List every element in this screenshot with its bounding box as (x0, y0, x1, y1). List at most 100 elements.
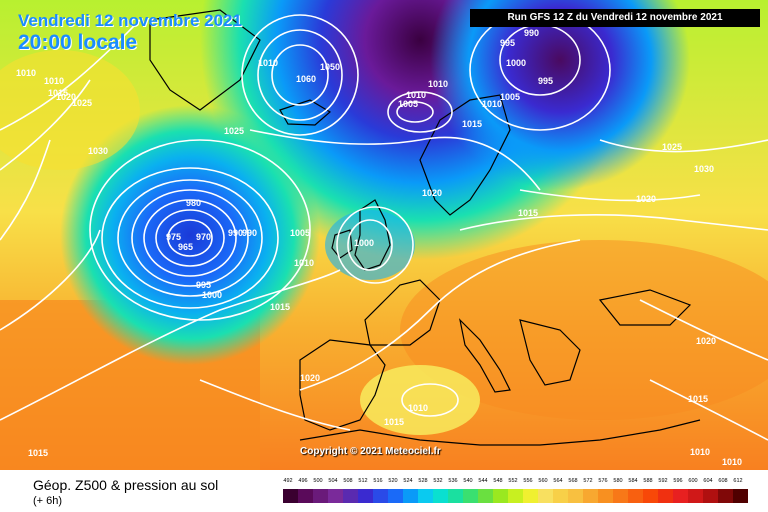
scale-swatch (448, 489, 463, 503)
scale-tick-label: 496 (298, 478, 308, 484)
scale-tick-label: 572 (583, 478, 593, 484)
legend-title: Géop. Z500 & pression au sol (33, 477, 219, 493)
isobar-value-label: 1010 (722, 457, 742, 467)
coastline-france (364, 279, 441, 346)
isobar-value-label: 1005 (500, 92, 520, 102)
isobar-value-label: 970 (196, 232, 211, 242)
scale-tick-label: 612 (733, 478, 743, 484)
coastline-italy (459, 318, 511, 393)
isobar-value-label: 1005 (398, 99, 418, 109)
scale-tick-label: 512 (358, 478, 368, 484)
coastline-ireland (331, 229, 353, 259)
scale-swatch (613, 489, 628, 503)
scale-tick-label: 528 (418, 478, 428, 484)
scale-swatch (583, 489, 598, 503)
scale-swatch (538, 489, 553, 503)
scale-tick-label: 544 (478, 478, 488, 484)
coastline-iceland (279, 99, 332, 126)
isobar-value-label: 1010 (408, 403, 428, 413)
coastline-scandinavia (419, 94, 511, 216)
legend-subtitle: (+ 6h) (33, 495, 63, 507)
scale-tick-label: 524 (403, 478, 413, 484)
isobar-value-label: 1025 (662, 142, 682, 152)
isobar-value-label: 1050 (320, 62, 340, 72)
scale-tick-label: 540 (463, 478, 473, 484)
scale-tick-label: 504 (328, 478, 338, 484)
isobar-value-label: 975 (166, 232, 181, 242)
isobar-value-label: 1015 (518, 208, 538, 218)
scale-tick-label: 604 (703, 478, 713, 484)
isobar-value-label: 990 (242, 228, 257, 238)
scale-swatch (523, 489, 538, 503)
isobar-value-label: 1015 (270, 302, 290, 312)
isobar-value-label: 1005 (290, 228, 310, 238)
copyright-notice: Copyright © 2021 Meteociel.fr (300, 446, 441, 457)
east-warm-zone (400, 240, 768, 420)
isobar-value-label: 1030 (694, 164, 714, 174)
scale-tick-label: 532 (433, 478, 443, 484)
west-yellow-zone (0, 50, 140, 170)
isobar-value-label: 980 (186, 198, 201, 208)
scale-tick-label: 556 (523, 478, 533, 484)
scale-swatch (508, 489, 523, 503)
scale-swatch (313, 489, 328, 503)
isobar-value-label: 1030 (88, 146, 108, 156)
isobar-value-label: 1015 (688, 394, 708, 404)
isobar-value-label: 990 (524, 28, 539, 38)
scale-swatch (403, 489, 418, 503)
isobar-value-label: 1010 (258, 58, 278, 68)
model-run-banner: Run GFS 12 Z du Vendredi 12 novembre 202… (470, 9, 760, 27)
scale-tick-label: 500 (313, 478, 323, 484)
coastline-balkans (519, 319, 581, 386)
scale-tick-label: 600 (688, 478, 698, 484)
med-yellow-zone (360, 365, 480, 435)
scale-tick-label: 608 (718, 478, 728, 484)
isobar-value-label: 1015 (384, 417, 404, 427)
isobar-value-label: 990 (228, 228, 243, 238)
scale-tick-label: 596 (673, 478, 683, 484)
scale-swatch (463, 489, 478, 503)
scale-swatch (673, 489, 688, 503)
scale-tick-label: 520 (388, 478, 398, 484)
isobar-value-label: 1010 (406, 90, 426, 100)
isobar-value-label: 1000 (506, 58, 526, 68)
scale-swatch (568, 489, 583, 503)
color-scale: 492 496 500 504 508 512 516 520 524 528 532 536 540 5… (283, 478, 749, 508)
isobars (0, 9, 768, 441)
isobar-value-label: 1010 (428, 79, 448, 89)
isobar-value-label: 965 (178, 242, 193, 252)
scale-swatch (553, 489, 568, 503)
scale-swatch (358, 489, 373, 503)
isobar-value-label: 1025 (224, 126, 244, 136)
coastline-iberia (299, 339, 386, 431)
scale-tick-label: 508 (343, 478, 353, 484)
isobar-value-label: 995 (500, 38, 515, 48)
scale-swatch (688, 489, 703, 503)
scale-tick-label: 588 (643, 478, 653, 484)
northeast-low-zone (430, 0, 690, 190)
forecast-date: Vendredi 12 novembre 2021 (18, 11, 242, 30)
scale-swatch (283, 489, 298, 503)
isobar-value-label: 1010 (294, 258, 314, 268)
isobar-value-label: 1025 (72, 98, 92, 108)
scale-swatch (328, 489, 343, 503)
weather-map: 1010 1010 1015 1025 1020 1030 1010 1050 1060 1025… (0, 0, 768, 470)
coastline-black-sea (598, 289, 692, 326)
scale-swatch (418, 489, 433, 503)
scale-swatch (373, 489, 388, 503)
isobar-value-label: 1060 (296, 74, 316, 84)
legend-footer: Géop. Z500 & pression au sol (+ 6h) 492 4… (0, 470, 768, 512)
isobar-value-label: 1020 (56, 92, 76, 102)
scale-swatch (388, 489, 403, 503)
scale-tick-label: 584 (628, 478, 638, 484)
scale-tick-label: 568 (568, 478, 578, 484)
coastline-greenland (149, 9, 261, 111)
isobar-value-label: 1010 (690, 447, 710, 457)
scale-swatch (628, 489, 643, 503)
isobar-value-label: 1020 (300, 373, 320, 383)
isobar-value-label: 1000 (202, 290, 222, 300)
scale-tick-label: 548 (493, 478, 503, 484)
scale-tick-label: 552 (508, 478, 518, 484)
